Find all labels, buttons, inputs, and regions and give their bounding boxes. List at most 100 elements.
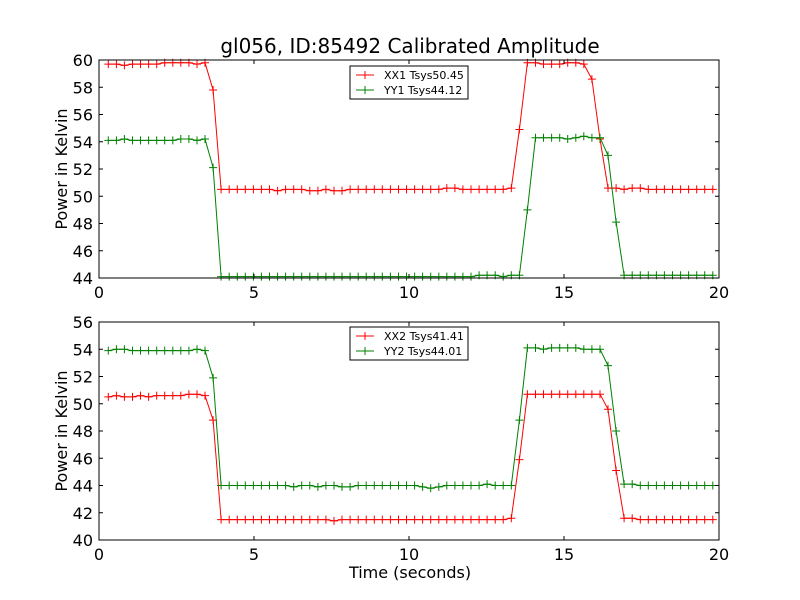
data-point: [579, 60, 588, 69]
data-point: [579, 390, 588, 399]
data-point: [273, 186, 282, 195]
data-point: [120, 392, 129, 401]
data-point: [257, 185, 266, 194]
data-point: [330, 481, 338, 490]
data-point: [426, 515, 435, 524]
data-point: [168, 136, 177, 145]
data-point: [136, 391, 145, 400]
data-point: [539, 133, 548, 142]
data-point: [386, 481, 395, 490]
data-point: [209, 86, 218, 94]
data-point: [612, 427, 621, 435]
data-point: [281, 185, 290, 194]
y-tick-label: 48: [73, 422, 93, 441]
data-point: [596, 390, 604, 399]
data-point: [612, 218, 621, 227]
data-point: [402, 185, 411, 194]
data-point: [201, 346, 209, 355]
data-point: [281, 515, 290, 524]
data-point: [249, 185, 258, 194]
data-point: [515, 455, 524, 464]
data-point: [176, 391, 185, 400]
data-point: [515, 125, 524, 134]
data-point: [539, 390, 548, 399]
y-tick-label: 56: [73, 106, 93, 125]
data-point: [330, 516, 338, 525]
data-point: [620, 480, 629, 489]
data-point: [305, 481, 314, 490]
data-point: [652, 515, 661, 524]
data-point: [273, 515, 282, 524]
data-point: [700, 185, 709, 194]
data-point: [386, 515, 395, 524]
data-point: [136, 136, 145, 145]
data-point: [660, 481, 669, 490]
data-point: [442, 184, 451, 193]
data-point: [144, 60, 153, 69]
data-point: [233, 272, 242, 281]
legend-marker: [361, 347, 369, 355]
data-point: [708, 515, 717, 524]
x-axis-label: Time (seconds): [348, 563, 471, 582]
data-point: [321, 481, 330, 490]
data-point: [555, 133, 564, 142]
data-point: [176, 346, 185, 355]
data-point: [193, 60, 201, 69]
data-point: [458, 515, 467, 524]
data-point: [458, 185, 467, 194]
data-point: [660, 185, 669, 194]
data-point: [330, 186, 338, 195]
top-subplot: 0 5 10 15 20 44 46 48 50 52 54 56 58 60 Power in Kelvi…: [52, 51, 729, 302]
data-point: [467, 515, 475, 524]
legend-entry-1: XX2 Tsys41.41: [356, 330, 464, 343]
data-point: [394, 515, 403, 524]
data-point: [209, 163, 218, 172]
data-point: [604, 405, 612, 414]
data-point: [128, 346, 137, 355]
data-point: [338, 515, 346, 524]
data-point: [475, 481, 484, 490]
y-tick-label: 50: [73, 395, 93, 414]
y-tick-label: 52: [73, 368, 93, 387]
data-point: [692, 185, 701, 194]
data-point: [394, 481, 403, 490]
data-point: [160, 136, 169, 145]
data-point: [475, 515, 484, 524]
data-point: [370, 272, 379, 281]
x-tick-label: 0: [94, 283, 104, 302]
y-axis-label: Power in Kelvin: [52, 108, 71, 229]
data-point: [555, 390, 564, 399]
data-point: [523, 343, 532, 352]
data-point: [636, 481, 645, 490]
data-point: [257, 272, 266, 281]
data-point: [410, 185, 419, 194]
data-point: [450, 272, 459, 281]
data-point: [168, 346, 177, 355]
data-point: [515, 416, 524, 425]
data-point: [152, 60, 161, 69]
data-point: [700, 515, 709, 524]
data-point: [378, 185, 387, 194]
data-point: [531, 343, 540, 352]
data-point: [370, 515, 379, 524]
data-point: [128, 392, 137, 401]
data-point: [386, 185, 395, 194]
data-point: [483, 185, 492, 194]
data-point: [700, 481, 709, 490]
data-point: [305, 515, 314, 524]
data-point: [168, 391, 177, 400]
data-point: [330, 272, 338, 281]
data-point: [241, 515, 250, 524]
data-point: [450, 481, 459, 490]
data-point: [547, 60, 556, 69]
data-point: [418, 515, 427, 524]
data-point: [257, 481, 266, 490]
legend-entry-2: YY1 Tsys44.12: [356, 84, 462, 97]
data-point: [321, 185, 330, 194]
y-tick-label: 56: [73, 313, 93, 332]
data-point: [418, 272, 427, 281]
data-point: [418, 185, 427, 194]
data-point: [587, 390, 596, 399]
data-point: [563, 390, 572, 399]
